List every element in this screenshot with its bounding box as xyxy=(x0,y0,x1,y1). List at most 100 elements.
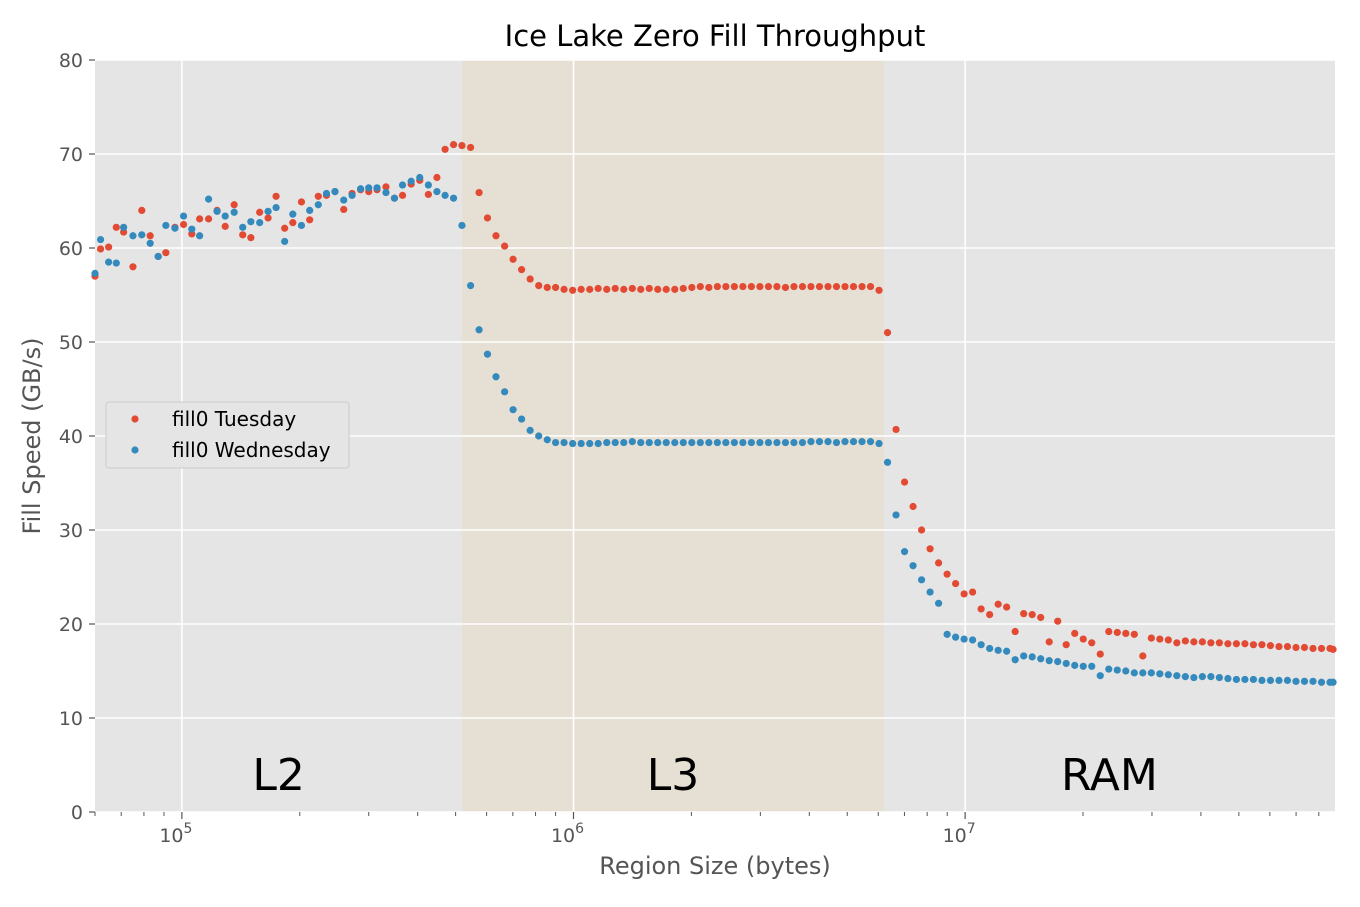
data-point xyxy=(105,258,113,266)
data-point xyxy=(807,282,815,291)
y-tick-label: 60 xyxy=(59,238,83,260)
data-point xyxy=(492,373,500,381)
data-point xyxy=(112,259,120,267)
data-point xyxy=(1241,675,1249,684)
data-point xyxy=(483,350,492,358)
data-point xyxy=(340,205,348,214)
data-point xyxy=(577,439,585,448)
data-point xyxy=(483,214,492,222)
data-point xyxy=(1317,678,1326,686)
data-point xyxy=(91,269,99,277)
data-point xyxy=(1258,676,1266,685)
data-point xyxy=(264,214,272,222)
data-point xyxy=(314,201,322,209)
y-tick-label: 80 xyxy=(59,50,83,72)
data-point xyxy=(1062,641,1070,649)
data-point xyxy=(943,630,951,638)
data-point xyxy=(501,388,509,396)
data-point xyxy=(441,145,449,153)
data-point xyxy=(560,438,568,447)
data-point xyxy=(798,438,807,447)
data-points xyxy=(91,141,1337,686)
data-point xyxy=(1020,652,1028,660)
data-point xyxy=(713,282,721,291)
data-point xyxy=(696,282,704,291)
data-point xyxy=(952,633,960,641)
region-label-l2: L2 xyxy=(252,750,305,801)
data-point xyxy=(628,284,636,293)
data-point xyxy=(281,237,289,246)
data-point xyxy=(1317,644,1326,653)
data-point xyxy=(272,203,280,212)
data-point xyxy=(475,326,483,334)
data-point xyxy=(1198,638,1206,646)
legend-box xyxy=(105,401,350,469)
data-point xyxy=(1020,610,1028,618)
data-point xyxy=(407,177,415,185)
data-point xyxy=(1283,676,1292,685)
data-point xyxy=(1249,641,1258,649)
data-point xyxy=(832,282,841,291)
data-point xyxy=(1283,642,1292,651)
data-point xyxy=(322,189,331,198)
data-point xyxy=(586,439,594,448)
legend-marker xyxy=(131,446,139,454)
data-point xyxy=(256,208,264,216)
data-point xyxy=(492,232,500,240)
data-point xyxy=(569,439,577,448)
data-point xyxy=(824,438,832,446)
data-point xyxy=(1156,670,1164,678)
data-point xyxy=(365,184,373,192)
data-point xyxy=(1207,639,1215,647)
data-point xyxy=(306,206,314,214)
data-point xyxy=(943,570,951,578)
data-point xyxy=(171,224,179,232)
y-tick-label: 0 xyxy=(71,802,83,824)
data-point xyxy=(1224,640,1232,648)
data-point xyxy=(535,432,543,440)
data-point xyxy=(594,439,602,448)
data-point xyxy=(798,282,807,291)
data-point xyxy=(1292,677,1300,685)
data-point xyxy=(204,195,213,203)
legend: fill0 Tuesday fill0 Wednesday xyxy=(105,401,350,469)
data-point xyxy=(154,252,162,261)
data-point xyxy=(1071,661,1079,669)
data-point xyxy=(517,266,526,274)
data-point xyxy=(926,588,934,596)
data-point xyxy=(1088,639,1096,647)
data-point xyxy=(1329,645,1337,653)
data-point xyxy=(398,181,407,189)
data-point xyxy=(994,600,1002,608)
data-point xyxy=(1113,666,1121,674)
data-point xyxy=(909,502,917,511)
data-point xyxy=(230,201,238,209)
data-point xyxy=(373,184,381,192)
data-point xyxy=(466,143,475,152)
data-point xyxy=(239,231,247,239)
data-point xyxy=(433,173,441,182)
data-point xyxy=(382,188,390,197)
data-point xyxy=(138,206,146,214)
region-labels: L2 L3 RAM xyxy=(252,750,1157,801)
data-point xyxy=(1215,673,1223,682)
data-point xyxy=(1173,639,1181,647)
data-point xyxy=(722,438,730,447)
data-point xyxy=(883,458,892,466)
data-point xyxy=(179,220,188,229)
data-point xyxy=(603,438,611,447)
data-point xyxy=(1122,667,1130,675)
data-point xyxy=(162,221,170,230)
data-point xyxy=(1062,659,1070,668)
data-point xyxy=(705,283,713,292)
x-axis-label: Region Size (bytes) xyxy=(599,852,831,880)
data-point xyxy=(1105,627,1113,636)
data-point xyxy=(577,285,585,293)
data-point xyxy=(986,644,994,653)
data-point xyxy=(620,285,628,293)
data-point xyxy=(297,198,306,206)
data-point xyxy=(204,215,213,223)
data-point xyxy=(679,438,687,447)
